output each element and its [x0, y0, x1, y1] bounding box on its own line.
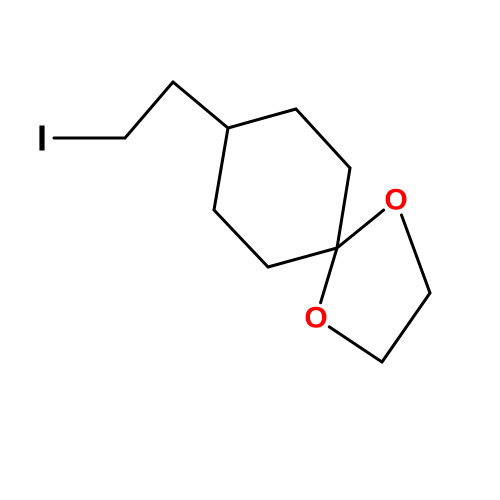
- bond-C6-O1: [337, 210, 384, 248]
- bond-C6-O2: [321, 248, 337, 303]
- bond-C2-C3: [173, 82, 228, 128]
- bond-C8-C3: [228, 109, 296, 128]
- atom-label-O2: O: [304, 302, 327, 335]
- atom-label-O1: O: [384, 184, 407, 217]
- bond-C6-C7: [337, 168, 350, 248]
- bond-O2-C9: [329, 327, 382, 362]
- bond-C1-C2: [125, 82, 173, 138]
- bond-O1-C10: [401, 215, 430, 293]
- bond-C4-C5: [214, 210, 268, 267]
- bond-C3-C4: [214, 128, 228, 210]
- atom-label-I: I: [37, 118, 47, 159]
- atoms-layer: I O O: [37, 118, 408, 335]
- bonds-layer: [54, 82, 430, 362]
- bond-C5-C6: [268, 248, 337, 267]
- bond-C9-C10: [382, 293, 430, 362]
- bond-C7-C8: [296, 109, 350, 168]
- molecule-diagram: I O O: [0, 0, 500, 500]
